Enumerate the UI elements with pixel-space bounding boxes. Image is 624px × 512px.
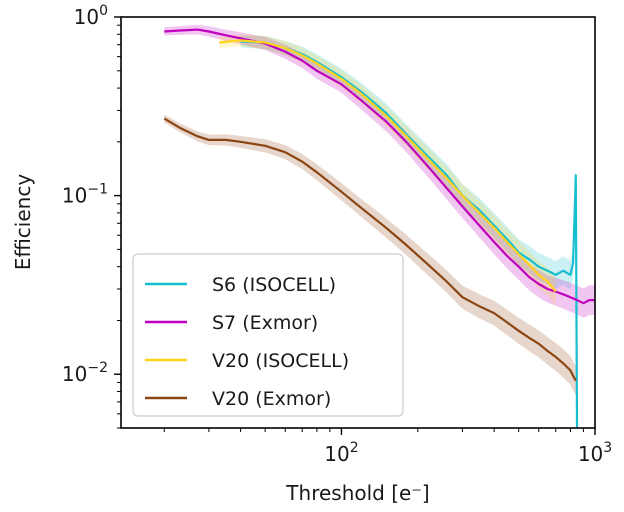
line-s7-exmor (164, 28, 595, 305)
legend-box (132, 253, 404, 417)
line-s6-isocell (240, 40, 579, 428)
band-v20-exmor (164, 114, 576, 396)
x-tick-label: 103 (578, 440, 612, 466)
band-s6-isocell (240, 35, 578, 428)
series-lines (163, 28, 595, 428)
y-tick-label: 10−1 (62, 182, 108, 208)
y-axis-label: Efficiency (11, 174, 35, 271)
confidence-bands (164, 24, 595, 428)
x-axis-label: Threshold [e⁻] (285, 481, 429, 505)
line-v20-exmor (163, 117, 577, 382)
y-tick-label: 100 (74, 3, 108, 29)
legend-label: S6 (ISOCELL) (212, 274, 336, 296)
y-tick-label: 10−2 (62, 360, 108, 386)
x-tick-label: 102 (324, 440, 358, 466)
legend-label: S7 (Exmor) (212, 312, 318, 334)
plot-frame (120, 16, 596, 429)
band-s7-exmor (164, 24, 595, 318)
legend-label: V20 (ISOCELL) (212, 350, 349, 372)
legend-label: V20 (Exmor) (212, 388, 331, 410)
legend: S6 (ISOCELL) S7 (Exmor) V20 (ISOCELL) V20 (… (132, 253, 404, 417)
line-v20-isocell (219, 39, 557, 293)
